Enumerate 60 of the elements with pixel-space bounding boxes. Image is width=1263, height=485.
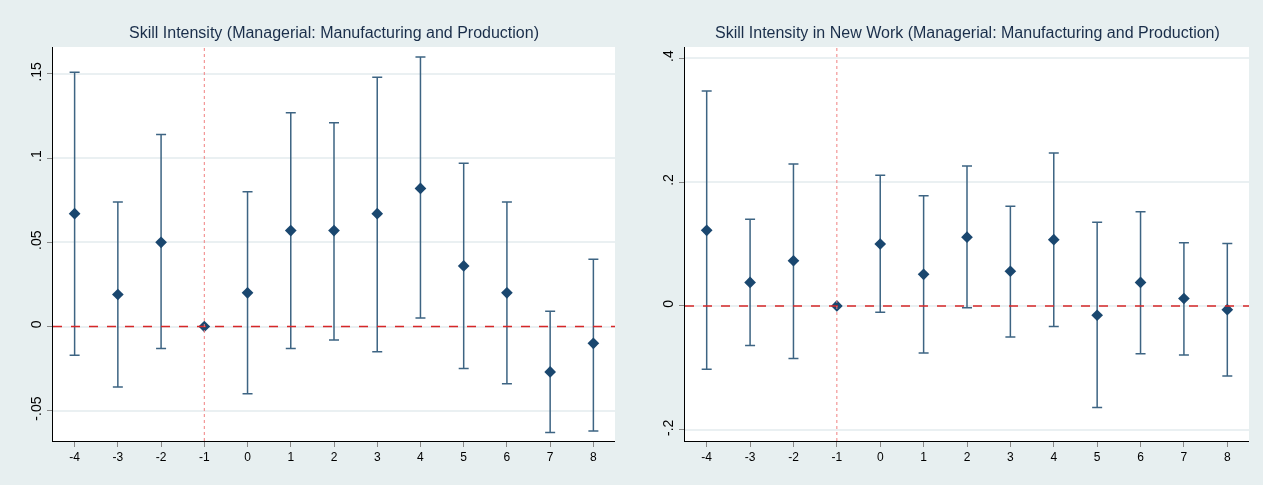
x-tick-label: -2 — [155, 450, 167, 465]
point — [284, 224, 297, 237]
point — [241, 286, 254, 299]
x-tick-label: -3 — [744, 450, 756, 465]
point — [371, 207, 384, 220]
point — [414, 182, 427, 195]
y-tick-label: .05 — [28, 230, 45, 250]
point — [1134, 276, 1147, 289]
point — [1047, 233, 1060, 246]
x-tick-label: 7 — [1180, 450, 1188, 465]
point — [457, 260, 470, 272]
point — [155, 236, 167, 249]
point — [700, 224, 713, 237]
x-tick-label: 8 — [590, 450, 598, 465]
x-tick-label: 2 — [330, 450, 338, 465]
y-tick-label: -.05 — [28, 396, 45, 421]
x-tick-label: 5 — [460, 450, 468, 465]
point — [1004, 265, 1017, 278]
point — [112, 288, 124, 301]
point — [587, 337, 600, 350]
y-tick-label: .15 — [28, 61, 45, 82]
x-tick-label: -1 — [198, 450, 210, 465]
x-tick-label: 0 — [244, 450, 252, 465]
point — [544, 366, 556, 378]
y-tick-label: -.2 — [660, 419, 677, 436]
x-tick-label: -4 — [69, 450, 81, 465]
chart-title: Skill Intensity (Managerial: Manufacturing and Production) — [129, 24, 539, 41]
y-tick-label: .4 — [660, 50, 677, 62]
y-tick-label: .2 — [660, 173, 677, 186]
y-tick-label: 0 — [28, 320, 45, 329]
x-tick-label: 3 — [373, 450, 381, 465]
point — [328, 224, 340, 237]
x-tick-label: 2 — [963, 450, 971, 465]
x-tick-label: 4 — [417, 450, 425, 465]
x-tick-label: 3 — [1007, 450, 1015, 465]
x-tick-label: -3 — [112, 450, 124, 465]
point — [917, 268, 930, 281]
x-tick-label: 8 — [1223, 450, 1231, 465]
x-tick-label: 4 — [1050, 450, 1058, 465]
x-tick-label: 1 — [287, 450, 295, 465]
point — [1091, 309, 1103, 322]
x-tick-label: 7 — [546, 450, 554, 465]
y-tick-label: .1 — [28, 149, 45, 162]
y-tick-label: 0 — [660, 299, 677, 308]
x-tick-label: 1 — [920, 450, 928, 465]
point — [1178, 292, 1190, 305]
x-tick-label: 6 — [503, 450, 511, 465]
chart-title: Skill Intensity in New Work (Managerial: Manufacturing and Production) — [715, 24, 1220, 41]
x-tick-label: -1 — [831, 450, 843, 465]
x-tick-label: 0 — [876, 450, 884, 465]
point — [874, 238, 887, 250]
x-tick-label: 6 — [1137, 450, 1145, 465]
point — [744, 276, 756, 289]
x-tick-label: -2 — [788, 450, 800, 465]
x-tick-label: 5 — [1093, 450, 1101, 465]
point — [68, 207, 81, 220]
point — [961, 231, 973, 244]
point — [787, 254, 800, 267]
x-tick-label: -4 — [701, 450, 713, 465]
point — [501, 286, 513, 299]
